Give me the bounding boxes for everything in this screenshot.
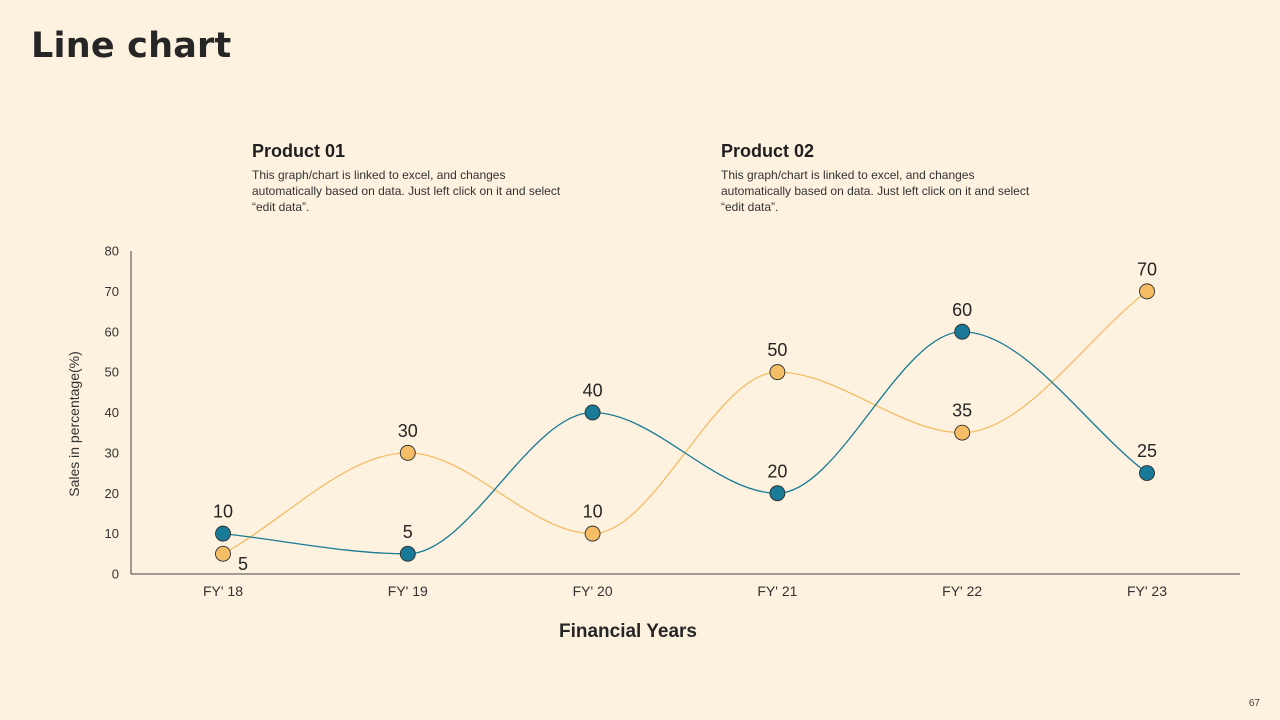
y-tick-label: 80 [105,244,119,259]
data-label-product-02: 70 [1137,259,1157,279]
legend-title-product-01: Product 01 [252,141,346,161]
legend-product-01: Product 01 This graph/chart is linked to… [252,141,582,215]
x-tick-label: FY' 20 [573,583,613,599]
data-point-product-01 [584,404,601,421]
data-point-product-02 [769,364,786,381]
data-label-product-01: 10 [213,502,233,522]
data-point-product-02 [584,525,601,542]
data-point-product-01 [215,525,231,542]
legend-product-02: Product 02 This graph/chart is linked to… [721,141,1051,215]
data-label-product-01: 60 [952,300,972,320]
data-label-product-02: 10 [583,502,603,522]
data-point-product-01 [769,485,786,502]
y-tick-label: 20 [105,486,119,501]
x-tick-label: FY' 23 [1127,583,1167,599]
data-label-product-02: 50 [767,340,787,360]
slide-title: Line chart [31,26,232,66]
data-label-product-02: 30 [398,421,418,441]
legend-description-product-02: This graph/chart is linked to excel, and… [721,168,1030,214]
y-tick-label: 30 [105,445,119,460]
data-point-product-02 [215,545,231,562]
y-tick-label: 50 [105,365,119,380]
x-axis-title: Financial Years [559,621,697,642]
data-point-product-01 [954,323,971,340]
y-tick-label: 0 [112,567,119,582]
data-point-product-02 [1139,283,1155,300]
y-tick-label: 40 [105,405,119,420]
series-line-product-01 [222,331,1148,555]
data-label-product-01: 40 [583,381,603,401]
y-tick-label: 10 [105,526,119,541]
x-tick-label: FY' 21 [757,583,797,599]
series-line-product-02 [222,290,1148,555]
legend-title-product-02: Product 02 [721,141,815,161]
y-axis-title: Sales in percentage(%) [66,351,82,497]
data-label-product-01: 20 [767,461,787,481]
data-point-product-01 [1139,465,1155,482]
data-point-product-02 [954,424,971,441]
data-label-product-02: 5 [238,554,248,574]
data-label-product-02: 35 [952,401,972,421]
y-tick-label: 60 [105,324,119,339]
x-tick-label: FY' 19 [388,583,428,599]
data-label-product-01: 25 [1137,441,1157,461]
y-tick-label: 70 [105,284,119,299]
data-point-product-01 [399,545,416,562]
legend-description-product-01: This graph/chart is linked to excel, and… [252,168,561,214]
page-number: 67 [1248,698,1260,709]
x-tick-label: FY' 18 [203,583,243,599]
x-tick-label: FY' 22 [942,583,982,599]
data-point-product-02 [399,444,416,461]
data-label-product-01: 5 [403,522,413,542]
